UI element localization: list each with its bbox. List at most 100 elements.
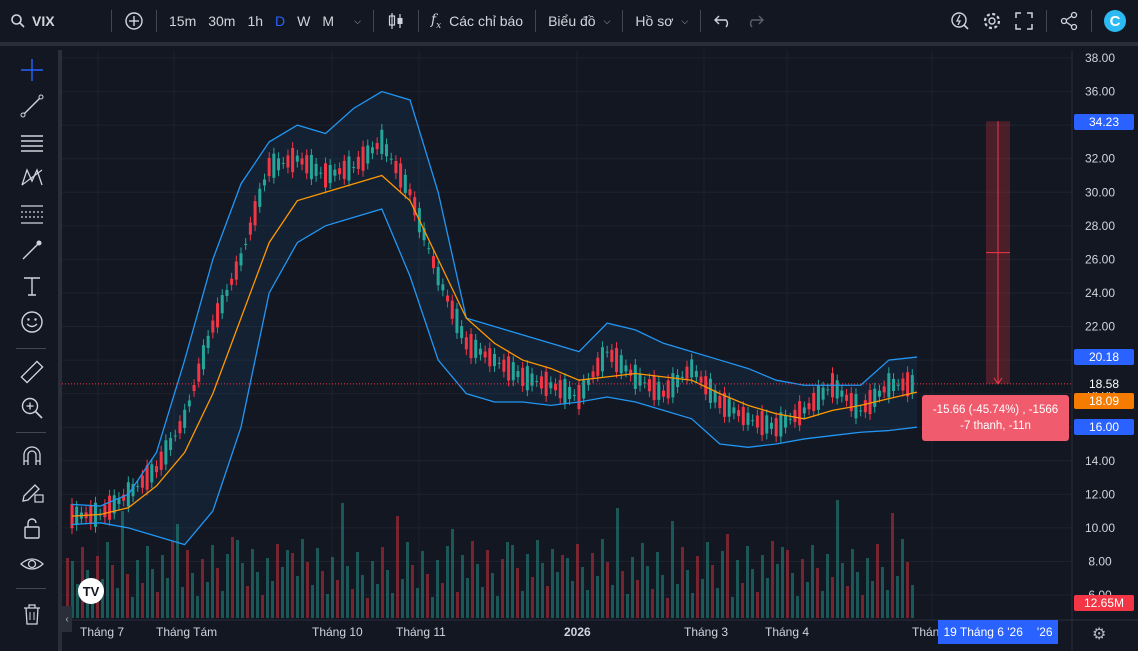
- timeframe-d[interactable]: D: [275, 13, 286, 29]
- lock-drawing-tool[interactable]: [14, 476, 50, 508]
- price-chart[interactable]: 38.0036.0034.0032.0030.0028.0026.0024.00…: [62, 50, 1138, 651]
- candle-body: [718, 395, 722, 409]
- price-axis-label: 28.00: [1085, 219, 1115, 233]
- candle-body: [638, 373, 642, 386]
- timeframe-w[interactable]: W: [297, 13, 311, 29]
- brush-icon: [22, 240, 42, 260]
- volume-bar: [206, 582, 209, 618]
- compare-symbol-button[interactable]: [118, 5, 150, 37]
- candle-body: [605, 351, 609, 353]
- volume-bar: [181, 587, 184, 618]
- candle-body: [680, 376, 684, 378]
- candle-body: [619, 355, 623, 374]
- volume-bar: [501, 559, 504, 618]
- volume-bar: [521, 591, 524, 618]
- visibility-tool[interactable]: [14, 548, 50, 580]
- volume-bar: [681, 547, 684, 618]
- brush-tool[interactable]: [14, 234, 50, 266]
- fullscreen-button[interactable]: [1008, 5, 1040, 37]
- text-tool[interactable]: [14, 270, 50, 302]
- candle-body: [863, 400, 867, 413]
- crosshair-tool[interactable]: [14, 54, 50, 86]
- brand-logo-icon[interactable]: C: [1104, 10, 1126, 32]
- volume-bar: [831, 577, 834, 618]
- crosshair-icon: [21, 59, 43, 81]
- price-axis-label: 24.00: [1085, 286, 1115, 300]
- candle-body: [849, 392, 853, 412]
- candle-body: [211, 320, 215, 333]
- timeframe-dropdown[interactable]: ⌵: [340, 5, 367, 37]
- candle-body: [108, 495, 112, 520]
- delete-tool[interactable]: [14, 598, 50, 630]
- zoom-tool[interactable]: [14, 392, 50, 424]
- candle-body: [277, 158, 281, 171]
- symbol-search[interactable]: VIX: [0, 0, 105, 44]
- tradingview-logo-icon[interactable]: TV: [78, 578, 104, 604]
- volume-bar: [781, 547, 784, 618]
- volume-bar: [161, 555, 164, 618]
- axis-settings-icon[interactable]: ⚙: [1092, 626, 1107, 643]
- plot-background: [62, 50, 1072, 620]
- horizontal-lines-tool[interactable]: [14, 126, 50, 158]
- redo-button[interactable]: [739, 5, 771, 37]
- volume-bar: [751, 569, 754, 618]
- timeframe-30m[interactable]: 30m: [208, 13, 236, 29]
- candle-body: [713, 390, 717, 403]
- lock-tool[interactable]: [14, 512, 50, 544]
- candle-body: [169, 437, 173, 451]
- fibonacci-tool[interactable]: [14, 198, 50, 230]
- timeframe-15m[interactable]: 15m: [169, 13, 197, 29]
- candle-body: [403, 174, 407, 193]
- trend-line-icon: [20, 94, 44, 118]
- volume-bar: [886, 590, 889, 618]
- volume-bar: [371, 561, 374, 618]
- divider: [1046, 10, 1047, 32]
- share-button[interactable]: [1053, 5, 1085, 37]
- candle-body: [427, 248, 431, 250]
- magnet-tool[interactable]: [14, 440, 50, 472]
- candle-body: [319, 172, 323, 174]
- candle-body: [671, 373, 675, 398]
- candle-body: [690, 359, 694, 378]
- timeframe-1h[interactable]: 1h: [247, 13, 264, 29]
- undo-button[interactable]: [707, 5, 739, 37]
- volume-bar: [866, 558, 869, 618]
- candle-type-button[interactable]: [380, 5, 412, 37]
- timeframe-m[interactable]: M: [322, 13, 335, 29]
- emoji-tool[interactable]: [14, 306, 50, 338]
- candle-body: [380, 129, 384, 154]
- indicators-button[interactable]: fx Các chỉ báo: [425, 5, 529, 37]
- price-axis-label: 36.00: [1085, 85, 1115, 99]
- top-toolbar: VIX 15m 30m 1h D W M ⌵ fx Các chỉ báo Bi…: [0, 0, 1138, 46]
- unlock-icon: [24, 518, 40, 539]
- volume-bar: [546, 586, 549, 618]
- plus-circle-icon: [125, 12, 143, 30]
- volume-bar: [706, 542, 709, 618]
- candle-body: [629, 369, 633, 376]
- volume-bar: [251, 549, 254, 618]
- profile-button[interactable]: Hồ sơ ⌵: [629, 5, 694, 37]
- volume-bar: [716, 588, 719, 618]
- pattern-tool[interactable]: [14, 162, 50, 194]
- quick-search-button[interactable]: [944, 5, 976, 37]
- chart-pane[interactable]: 38.0036.0034.0032.0030.0028.0026.0024.00…: [62, 50, 1138, 651]
- volume-bar: [841, 563, 844, 618]
- ruler-tool[interactable]: [14, 356, 50, 388]
- trend-line-tool[interactable]: [14, 90, 50, 122]
- candle-body: [272, 153, 276, 178]
- candle-body: [826, 389, 830, 391]
- candle-body: [610, 349, 614, 362]
- collapse-toolbar-button[interactable]: ‹: [62, 606, 72, 632]
- candle-body: [497, 362, 501, 364]
- settings-button[interactable]: [976, 5, 1008, 37]
- time-label: 2026: [564, 625, 591, 639]
- candle-body: [568, 387, 572, 400]
- volume-bar: [566, 558, 569, 618]
- candle-body: [216, 303, 220, 328]
- volume-bar: [376, 584, 379, 618]
- volume-bar: [296, 576, 299, 618]
- candle-body: [901, 378, 905, 391]
- chart-type-button[interactable]: Biểu đồ ⌵: [542, 5, 616, 37]
- measure-line-2: -7 thanh, -11n: [960, 420, 1031, 432]
- candle-body: [422, 228, 426, 241]
